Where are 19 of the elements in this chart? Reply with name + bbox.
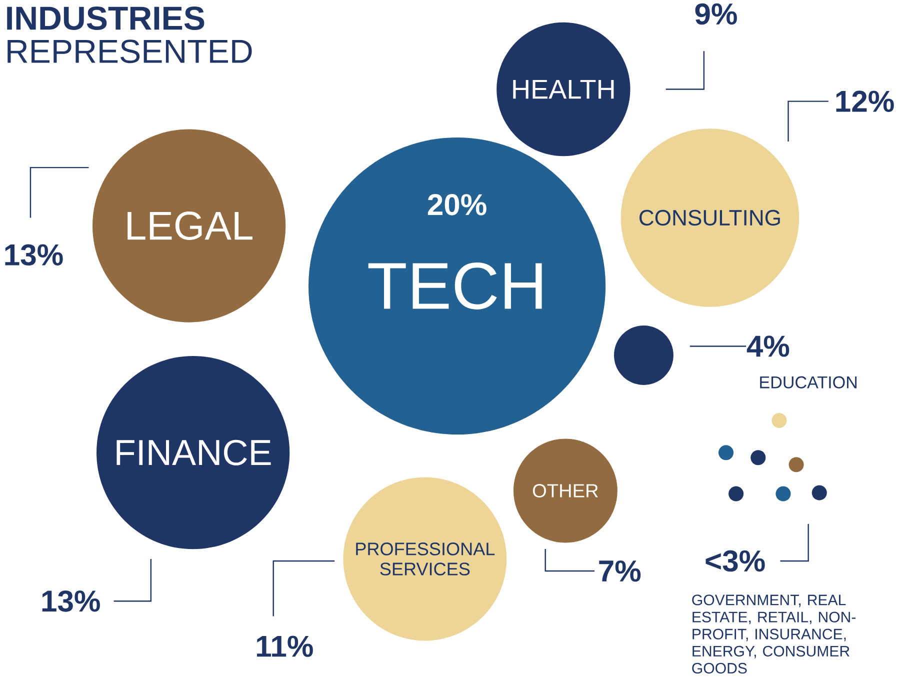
data-label: 20% <box>428 194 486 216</box>
category-label: GOVERNMENT, REAL ESTATE, RETAIL, NON-PROFIT, INSURANCE, ENERGY, CONSUMER GOODS <box>692 594 856 674</box>
category-label: HEALTH <box>513 80 614 99</box>
category-label: CONSULTING <box>640 210 780 226</box>
category-label: LEGAL <box>128 212 252 240</box>
data-label: 7% <box>599 560 641 582</box>
data-label: <3% <box>706 550 765 572</box>
text: INDUSTRIES REPRESENTED <box>7 6 252 64</box>
category-label: EDUCATION <box>760 376 857 388</box>
data-label: 13% <box>42 590 100 612</box>
data-label: 9% <box>695 3 737 25</box>
category-label: OTHER <box>532 484 598 498</box>
data-label: 11% <box>256 636 313 657</box>
data-label: 12% <box>836 90 894 112</box>
category-label: PROFESSIONAL SERVICES <box>356 542 495 576</box>
category-label: FINANCE <box>116 440 271 466</box>
data-label: 13% <box>5 244 63 266</box>
category-label: TECH <box>368 262 542 310</box>
data-label: 4% <box>746 336 790 357</box>
